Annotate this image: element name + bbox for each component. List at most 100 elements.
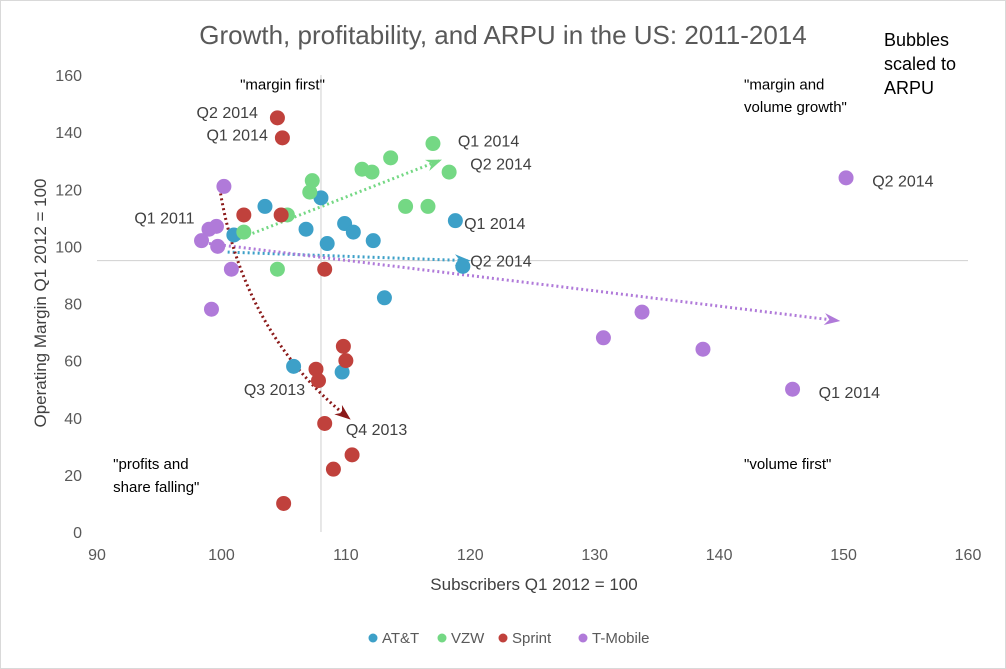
- legend-label-vzw: VZW: [451, 630, 485, 647]
- point-at-t: [298, 221, 314, 237]
- legend-marker-at-t: [368, 633, 378, 643]
- x-axis-label: Subscribers Q1 2012 = 100: [430, 575, 637, 594]
- legend-label-sprint: Sprint: [512, 630, 552, 647]
- legend-marker-sprint: [498, 633, 508, 643]
- quadrant-label: share falling": [113, 479, 199, 496]
- point-t-mobile: [194, 233, 210, 249]
- point-vzw: [269, 261, 285, 277]
- point-sprint: [269, 110, 285, 126]
- point-vzw: [304, 173, 320, 189]
- trend-arrow-sprint: [217, 183, 351, 420]
- y-tick-label: 20: [64, 468, 82, 485]
- point-sprint: [310, 373, 326, 389]
- point-label: Q2 2014: [197, 105, 258, 122]
- point-t-mobile: [695, 341, 711, 357]
- x-tick-label: 150: [830, 547, 857, 564]
- y-tick-label: 80: [64, 297, 82, 314]
- point-at-t: [319, 236, 335, 252]
- point-label: Q1 2014: [206, 128, 267, 145]
- point-sprint: [273, 207, 289, 223]
- point-vzw: [302, 184, 318, 200]
- point-label: Q2 2014: [470, 253, 531, 270]
- quadrant-label: "margin and: [744, 76, 824, 93]
- quadrant-label: "margin first": [240, 76, 325, 93]
- y-tick-label: 140: [55, 125, 82, 142]
- legend: AT&T VZW Sprint T-Mobile: [368, 630, 650, 647]
- y-tick-label: 0: [73, 525, 82, 542]
- point-at-t: [365, 233, 381, 249]
- point-vzw: [420, 198, 436, 214]
- point-label: Q1 2014: [458, 133, 519, 150]
- point-vzw: [441, 164, 457, 180]
- point-t-mobile: [634, 304, 650, 320]
- point-at-t: [257, 198, 273, 214]
- point-label: Q4 2013: [346, 422, 407, 439]
- y-tick-label: 100: [55, 239, 82, 256]
- point-sprint: [317, 415, 333, 431]
- quadrant-label: "volume first": [744, 456, 831, 473]
- point-t-mobile: [203, 301, 219, 317]
- trend-arrow-at-t: [227, 250, 471, 267]
- point-vzw: [236, 224, 252, 240]
- legend-marker-t-mobile: [578, 633, 588, 643]
- data-points: [194, 110, 854, 511]
- quadrant-label: volume growth": [744, 99, 847, 116]
- point-label: Q3 2013: [244, 382, 305, 399]
- legend-label-t-mobile: T-Mobile: [592, 630, 650, 647]
- point-at-t: [286, 358, 302, 374]
- point-sprint: [308, 361, 324, 377]
- point-at-t: [334, 364, 350, 380]
- axis-ticks: 90 100 110 120 130 140 150 160 0 20 40 60 80 100 120 14…: [55, 68, 981, 564]
- point-labels: Q2 2014 Q1 2014 Q1 2011 Q1 2014 Q2 2014 Q1 20…: [134, 105, 933, 439]
- x-tick-label: 120: [457, 547, 484, 564]
- point-vzw: [364, 164, 380, 180]
- point-vzw: [398, 198, 414, 214]
- y-tick-label: 120: [55, 182, 82, 199]
- trend-arrows: [208, 159, 841, 420]
- legend-marker-vzw: [437, 633, 447, 643]
- point-t-mobile: [216, 178, 232, 194]
- point-sprint: [317, 261, 333, 277]
- point-at-t: [447, 213, 463, 229]
- point-at-t: [455, 258, 471, 274]
- point-t-mobile: [595, 330, 611, 346]
- point-sprint: [344, 447, 360, 463]
- point-sprint: [236, 207, 252, 223]
- point-label: Q1 2014: [819, 385, 880, 402]
- note-line: ARPU: [884, 78, 934, 98]
- note-line: Bubbles: [884, 30, 949, 50]
- point-t-mobile: [785, 381, 801, 397]
- bubble-note: Bubbles scaled to ARPU: [884, 30, 956, 98]
- point-sprint: [274, 130, 290, 146]
- x-tick-label: 130: [581, 547, 608, 564]
- note-line: scaled to: [884, 54, 956, 74]
- point-at-t: [313, 190, 329, 206]
- x-tick-label: 90: [88, 547, 106, 564]
- point-t-mobile: [208, 218, 224, 234]
- x-tick-label: 110: [333, 547, 359, 564]
- point-vzw: [383, 150, 399, 166]
- trend-arrow-vzw: [233, 159, 442, 243]
- point-t-mobile: [210, 238, 226, 254]
- legend-label-at-t: AT&T: [382, 630, 419, 647]
- y-axis-label: Operating Margin Q1 2012 = 100: [31, 178, 50, 427]
- point-label: Q2 2014: [470, 156, 531, 173]
- plot-area: [97, 75, 968, 532]
- x-tick-label: 100: [208, 547, 235, 564]
- point-sprint: [338, 353, 354, 369]
- point-t-mobile: [838, 170, 854, 186]
- x-tick-label: 140: [706, 547, 733, 564]
- y-tick-label: 160: [55, 68, 82, 85]
- point-sprint: [276, 495, 292, 511]
- point-at-t: [345, 224, 361, 240]
- y-tick-label: 40: [64, 411, 82, 428]
- point-t-mobile: [223, 261, 239, 277]
- point-sprint: [325, 461, 341, 477]
- point-at-t: [376, 290, 392, 306]
- quadrant-labels: "margin first" "margin and volume growth" "…: [113, 76, 847, 496]
- trend-arrow-t-mobile: [208, 242, 841, 326]
- point-label: Q2 2014: [872, 173, 933, 190]
- point-label: Q1 2014: [464, 216, 525, 233]
- y-tick-label: 60: [64, 354, 82, 371]
